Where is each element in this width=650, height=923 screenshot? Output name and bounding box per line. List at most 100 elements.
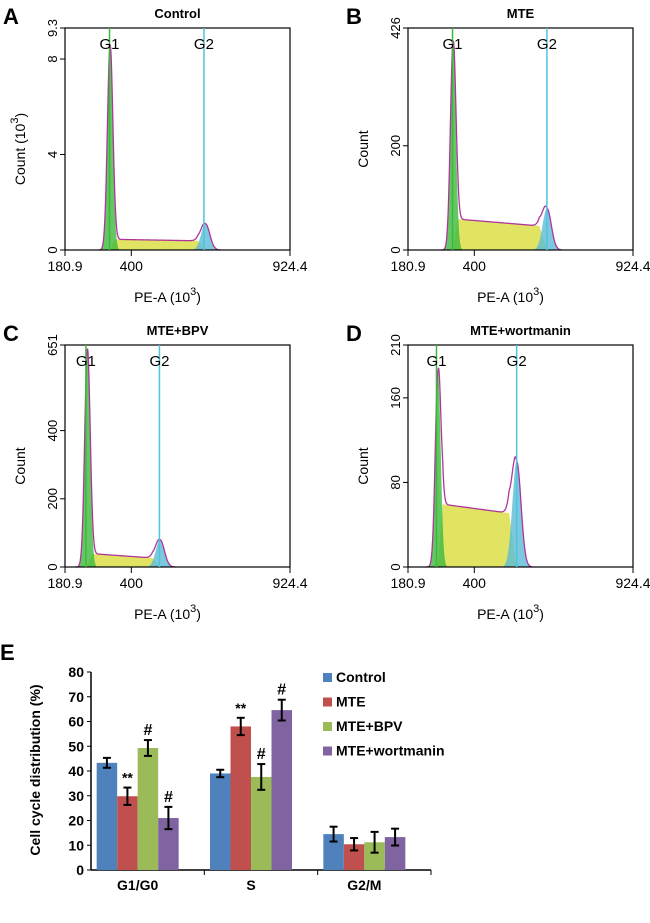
bar-mte	[117, 796, 138, 870]
bar-chart-panel-e: E 0 10 20 30 40 50 60 70 80 Cell cycle distributio…	[0, 640, 445, 893]
bar-mte	[343, 844, 365, 870]
x-axis-label-close: )	[196, 289, 201, 305]
legend-label: Control	[336, 669, 386, 685]
y-tick-label: 40	[68, 763, 84, 779]
g1-area	[98, 45, 221, 250]
plot-frame	[407, 344, 634, 568]
gate-label: G2	[194, 36, 214, 53]
fit-curve	[441, 40, 562, 251]
x-tick-label: 180.9	[47, 258, 82, 274]
panel-label: A	[3, 4, 19, 29]
x-tick-label: 180.9	[390, 258, 425, 274]
y-tick-label: 60	[68, 714, 84, 730]
significance-marker: #	[257, 746, 266, 763]
y-tick-label: 200	[45, 488, 60, 510]
y-axis-label: Count (103)	[9, 113, 28, 185]
y-tick-label: 10	[68, 837, 84, 853]
y-tick-label: 8	[45, 55, 60, 62]
y-tick-label: 0	[76, 862, 84, 878]
x-tick-label: 180.9	[390, 575, 425, 591]
bar-control	[96, 762, 118, 870]
x-tick-label: G1/G0	[117, 877, 158, 893]
histogram-panel-b: B MTE G1 G2 0 200 426 180.9 400 924.4 PE-A (103) Co…	[346, 4, 650, 305]
y-tick-label: 50	[68, 738, 84, 754]
y-tick-label: 200	[388, 135, 403, 157]
significance-marker: **	[235, 700, 246, 716]
bar-mte-bpv	[364, 842, 385, 870]
y-tick-label: 20	[68, 813, 84, 829]
g2-area	[98, 223, 221, 250]
x-tick-label: 924.4	[615, 575, 650, 591]
gate-label: G1	[100, 36, 120, 53]
y-axis-label-close: )	[12, 113, 28, 118]
gate-label: G2	[149, 353, 169, 370]
panel-label: D	[346, 321, 362, 346]
x-axis-label-exponent: 3	[190, 603, 196, 615]
x-tick-label: 924.4	[272, 575, 307, 591]
fit-curve	[75, 348, 176, 568]
plot-frame	[407, 27, 634, 251]
y-axis-label: Count	[355, 447, 371, 484]
y-tick-label: 9.3	[45, 19, 60, 37]
x-axis-label-exponent: 3	[533, 603, 539, 615]
bar-mte-wortmanin	[271, 710, 292, 870]
x-axis-label-close: )	[539, 289, 544, 305]
x-axis-label: PE-A (103)	[477, 286, 544, 305]
x-tick-label: 180.9	[47, 575, 82, 591]
legend-swatch	[323, 746, 332, 756]
plot-frame	[64, 27, 291, 251]
s-phase-area	[75, 553, 176, 567]
y-tick-label: 30	[68, 788, 84, 804]
legend-swatch	[323, 673, 332, 682]
x-axis-label-close: )	[196, 606, 201, 622]
s-phase-area	[98, 239, 221, 250]
legend-label: MTE	[336, 694, 366, 710]
bar-mte-wortmanin	[158, 818, 179, 870]
g2-area	[75, 539, 176, 567]
g2-area	[425, 461, 532, 567]
y-tick-label: 80	[388, 475, 403, 489]
x-tick-label: 400	[120, 258, 144, 274]
y-tick-label: 70	[68, 689, 84, 705]
significance-marker: **	[122, 770, 133, 786]
y-tick-label: 0	[388, 246, 403, 253]
gate-label: G2	[537, 36, 557, 53]
gate-label: G1	[443, 36, 463, 53]
bar-control	[323, 834, 344, 870]
legend-label: MTE+BPV	[336, 718, 403, 734]
bar-mte-wortmanin	[384, 837, 406, 870]
plot-frame	[64, 344, 291, 568]
y-tick-label: 0	[388, 563, 403, 570]
y-axis-label: Count	[355, 130, 371, 167]
x-axis-label-close: )	[539, 606, 544, 622]
fit-curve	[425, 367, 532, 568]
legend-label: MTE+wortmanin	[336, 743, 445, 759]
gate-label: G2	[507, 353, 527, 370]
histogram-panel-d: D MTE+wortmanin G1 G2 0 80 160 210 180.9 400 924.4…	[346, 321, 650, 622]
legend-swatch	[323, 697, 332, 707]
panel-label: C	[3, 321, 19, 346]
x-tick-label: 400	[120, 575, 144, 591]
y-tick-label: 4	[45, 151, 60, 158]
y-axis-label: Count	[12, 447, 28, 484]
significance-marker: #	[164, 789, 173, 806]
legend-swatch	[323, 722, 332, 731]
x-tick-label: G2/M	[347, 877, 381, 893]
y-tick-label: 651	[45, 334, 60, 356]
y-tick-label: 0	[45, 246, 60, 253]
x-tick-label: 400	[463, 258, 487, 274]
y-tick-label: 210	[388, 334, 403, 356]
fit-curve	[98, 44, 221, 251]
y-tick-label: 160	[388, 387, 403, 409]
y-axis-label-exponent: 3	[9, 118, 21, 124]
panel-label: E	[0, 640, 15, 665]
x-axis-label-exponent: 3	[190, 286, 196, 298]
gate-label: G1	[426, 353, 446, 370]
significance-marker: #	[277, 682, 286, 699]
x-axis-label: PE-A (103)	[134, 603, 201, 622]
y-tick-label: 426	[388, 17, 403, 39]
s-phase-area	[441, 219, 562, 250]
x-axis-label: PE-A (103)	[134, 286, 201, 305]
